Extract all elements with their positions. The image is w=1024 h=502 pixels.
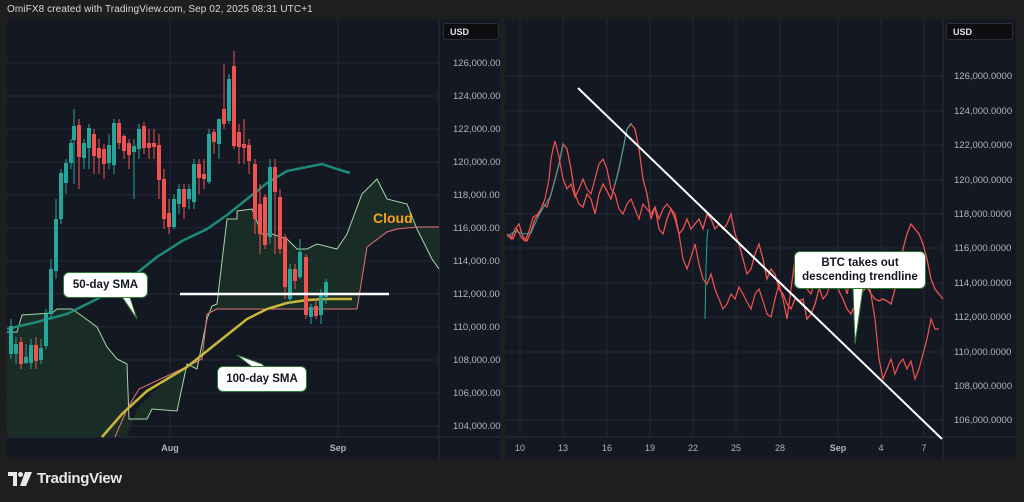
right-time-tick: 28: [774, 443, 786, 453]
sma50-line: [7, 162, 351, 331]
right-chart-pane[interactable]: USD 126,000.0000 124,000.0000 122,000.00…: [505, 19, 1016, 459]
left-price-tick: 126,000.00: [453, 58, 501, 69]
tradingview-brand: TradingView: [8, 470, 122, 487]
hourly-price-path-up: [704, 228, 709, 320]
left-price-tick: 114,000.00: [453, 256, 500, 267]
descending-trendline: [577, 87, 943, 440]
right-price-tick: 106,000.0000: [954, 415, 1013, 426]
hourly-price-path-up: [506, 144, 564, 238]
hourly-price-path: [506, 122, 944, 321]
breakout-callout-pointer: [852, 287, 864, 345]
right-price-tick: 118,000.0000: [954, 209, 1012, 220]
daily-candles: [9, 51, 328, 369]
right-price-tick: 116,000.0000: [954, 243, 1012, 254]
cloud-label: Cloud: [373, 210, 413, 226]
right-price-tick: 110,000.0000: [954, 347, 1012, 358]
hourly-price-path-up: [614, 122, 632, 186]
sma50-callout: 50-day SMA: [63, 272, 148, 298]
right-time-tick: 10: [514, 443, 526, 453]
right-time-tick: 4: [878, 443, 884, 453]
cloud-span-b: [114, 226, 439, 438]
right-time-tick: 22: [687, 443, 699, 453]
left-chart-pane[interactable]: USD 126,000.00 124,000.00 122,000.00 120…: [7, 19, 501, 459]
breakout-callout-line1: BTC takes out: [821, 257, 899, 269]
left-price-tick: 104,000.00: [453, 421, 501, 432]
left-price-tick: 110,000.00: [453, 322, 500, 333]
right-time-tick: 7: [921, 443, 927, 453]
left-price-tick: 116,000.00: [453, 223, 500, 234]
right-price-tick: 112,000.0000: [954, 312, 1012, 323]
left-price-tick: 106,000.00: [453, 388, 501, 399]
sma100-callout: 100-day SMA: [217, 366, 307, 392]
right-time-tick: 19: [644, 443, 656, 453]
right-price-tick: 122,000.0000: [954, 140, 1013, 151]
left-time-tick: Aug: [161, 443, 179, 453]
left-time-tick: Sep: [329, 443, 347, 453]
breakout-callout: BTC takes out descending trendline: [794, 251, 926, 289]
right-price-tick: 124,000.0000: [954, 106, 1013, 117]
right-time-tick: Sep: [829, 443, 847, 453]
left-currency-button[interactable]: USD: [443, 23, 499, 40]
right-price-tick: 120,000.0000: [954, 175, 1013, 186]
left-chart-canvas[interactable]: [7, 19, 500, 459]
cloud-span-a: [7, 178, 440, 420]
right-price-tick: 108,000.0000: [954, 381, 1013, 392]
breakout-callout-line2: descending trendline: [802, 271, 918, 283]
left-price-tick: 108,000.00: [453, 355, 501, 366]
left-price-tick: 124,000.00: [453, 91, 501, 102]
right-time-tick: 25: [730, 443, 742, 453]
right-price-tick: 126,000.0000: [954, 71, 1013, 82]
right-chart-canvas[interactable]: [505, 19, 1016, 459]
right-time-tick: 16: [601, 443, 613, 453]
left-price-tick: 118,000.00: [453, 190, 500, 201]
chart-header-title: OmiFX8 created with TradingView.com, Sep…: [7, 4, 313, 15]
tradingview-brand-text: TradingView: [37, 470, 122, 487]
right-price-tick: 114,000.0000: [954, 278, 1012, 289]
ichimoku-cloud: [7, 179, 439, 437]
left-price-tick: 122,000.00: [453, 124, 501, 135]
tradingview-logo-icon: [8, 471, 32, 486]
left-price-tick: 112,000.00: [453, 289, 500, 300]
right-currency-button[interactable]: USD: [946, 23, 1013, 40]
right-time-tick: 13: [557, 443, 569, 453]
left-price-tick: 120,000.00: [453, 157, 501, 168]
